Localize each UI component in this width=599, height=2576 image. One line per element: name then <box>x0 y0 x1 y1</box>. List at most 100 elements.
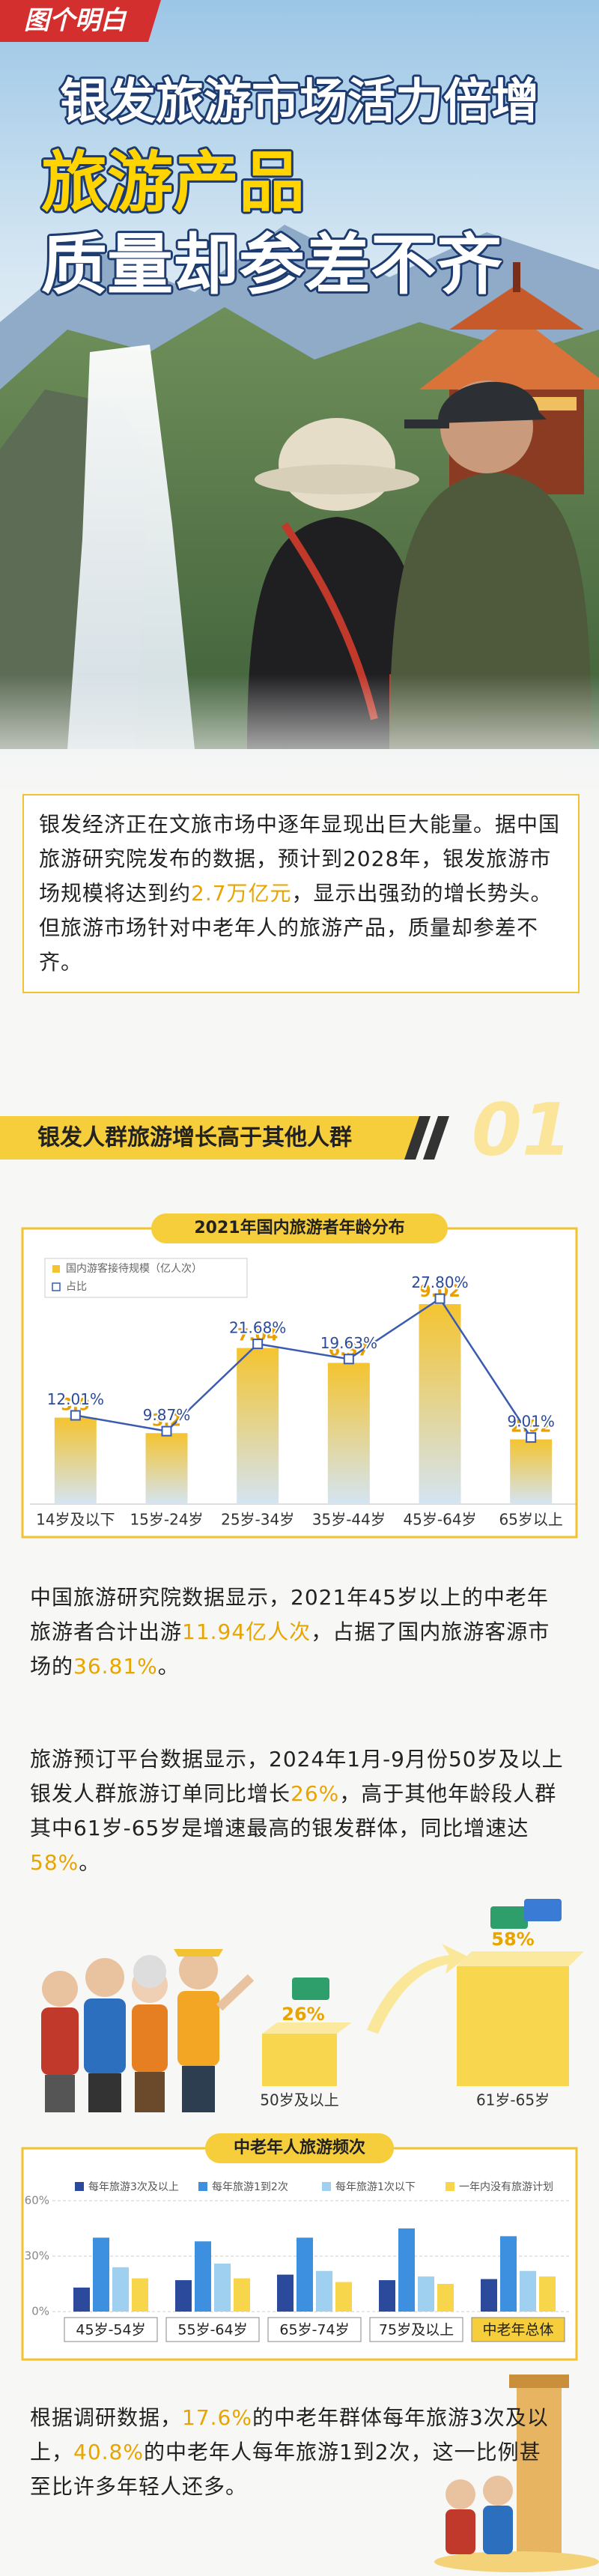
line-value-label: 21.68% <box>229 1319 286 1337</box>
title-line: 银发旅游市场活力倍增 <box>60 75 539 130</box>
comparison-value: 58% <box>491 1929 534 1950</box>
paragraph: 旅游预订平台数据显示，2024年1月-9月份50岁及以上银发人群旅游订单同比增长… <box>30 1742 569 1880</box>
bar <box>418 2276 434 2312</box>
legend-label: 国内游客接待规模（亿人次） <box>66 1262 202 1275</box>
section-number: 01 <box>472 1088 572 1172</box>
banner-stripe <box>423 1116 449 1160</box>
x-tick-label: 14岁及以下 <box>36 1511 115 1529</box>
waterfall <box>67 345 195 749</box>
line-value-label: 19.63% <box>320 1334 377 1352</box>
x-tick-label: 55岁-64岁 <box>177 2322 247 2339</box>
text: 。 <box>79 1850 101 1875</box>
bar <box>539 2276 556 2312</box>
growth-arrow <box>367 1944 468 2034</box>
x-tick-label: 65岁以上 <box>499 1511 562 1529</box>
text: 中国旅游研究院数据显示，2021年45岁以上的中老年旅游者合计出游 <box>30 1585 549 1644</box>
bar <box>316 2270 332 2312</box>
section-title: 银发人群旅游增长高于其他人群 <box>37 1125 352 1151</box>
text: 旅游预订平台数据显示，2024年1月-9月份50岁及以上银发人群旅游订单同比增长 <box>30 1747 564 1806</box>
highlight-text: 40.8% <box>73 2440 144 2464</box>
x-tick-label: 45岁-64岁 <box>403 1511 476 1529</box>
comparison-label: 50岁及以上 <box>260 2091 338 2109</box>
bar <box>419 1304 461 1504</box>
box <box>262 2034 337 2086</box>
text: 的中老年群体每年旅游3次及以上， <box>30 2405 549 2464</box>
banner-stripe <box>404 1116 431 1160</box>
legend-swatch <box>52 1265 60 1273</box>
highlight-text: 58% <box>30 1850 79 1875</box>
category-box <box>267 2317 362 2342</box>
text: 银发经济正在文旅市场中逐年显现出巨大能量。据中国旅游研究院发布的数据，预计到20… <box>39 812 561 906</box>
x-tick-label: 25岁-34岁 <box>221 1511 294 1529</box>
legend-label: 每年旅游3次及以上 <box>88 2181 179 2193</box>
y-tick-label: 30% <box>25 2249 49 2263</box>
card-icon <box>490 1906 528 1929</box>
x-tick-label: 15岁-24岁 <box>130 1511 203 1529</box>
bar <box>481 2279 497 2312</box>
text: 。 <box>157 1654 180 1679</box>
bar <box>54 1417 97 1504</box>
category-box <box>369 2317 463 2342</box>
paragraph: 根据调研数据，17.6%的中老年群体每年旅游3次及以上，40.8%的中老年人每年… <box>30 2401 554 2504</box>
bar <box>73 2287 90 2312</box>
bar <box>398 2228 415 2312</box>
y-tick-label: 60% <box>25 2194 49 2207</box>
legend-frame <box>44 1258 248 1298</box>
card-icon <box>524 1899 562 1921</box>
legend-label: 每年旅游1次以下 <box>335 2181 416 2193</box>
bar <box>437 2284 454 2312</box>
intro-text: 银发经济正在文旅市场中逐年显现出巨大能量。据中国旅游研究院发布的数据，预计到20… <box>22 794 580 993</box>
y-tick-label: 0% <box>31 2305 49 2318</box>
line-value-label: 9.01% <box>507 1413 555 1431</box>
text: ，占据了国内旅游客源市场的 <box>30 1619 550 1679</box>
legend-swatch <box>322 2182 331 2191</box>
x-tick-label: 75岁及以上 <box>379 2322 454 2339</box>
paragraph: 中国旅游研究院数据显示，2021年45岁以上的中老年旅游者合计出游11.94亿人… <box>30 1581 569 1684</box>
bottom-illustration <box>434 2375 599 2572</box>
line-value-label: 9.87% <box>143 1406 191 1424</box>
bar <box>500 2236 517 2312</box>
comparison-value: 26% <box>282 2004 324 2025</box>
text: ，显示出强劲的增长势头。但旅游市场针对中老年人的旅游产品，质量却参差不齐。 <box>39 881 553 975</box>
bar <box>335 2282 352 2312</box>
bar <box>237 1348 279 1504</box>
legend-swatch <box>75 2182 84 2191</box>
legend-swatch <box>446 2182 454 2191</box>
highlight-text: 2.7万亿元 <box>191 881 292 906</box>
legend-label: 每年旅游1到2次 <box>212 2181 288 2193</box>
x-tick-label: 65岁-74岁 <box>279 2322 349 2339</box>
bar <box>195 2241 211 2312</box>
bar <box>327 1363 370 1504</box>
bar <box>214 2263 231 2312</box>
bar <box>234 2278 250 2312</box>
line-marker <box>161 1425 172 1437</box>
highlight-text: 17.6% <box>182 2405 252 2430</box>
highlight-text: 26% <box>291 1781 340 1806</box>
bar <box>379 2280 395 2312</box>
x-tick-label: 中老年总体 <box>482 2322 553 2339</box>
chart-title: 中老年人旅游频次 <box>234 2138 365 2157</box>
bar <box>520 2270 536 2312</box>
people-illustration <box>41 1949 255 2112</box>
bar <box>145 1433 188 1504</box>
bar <box>175 2280 192 2312</box>
box-top <box>457 1951 584 1966</box>
chart-title: 2021年国内旅游者年龄分布 <box>194 1218 404 1237</box>
section-banner <box>0 1116 431 1160</box>
line-marker <box>70 1410 81 1421</box>
logo: 图个明白 <box>24 6 127 36</box>
category-box <box>165 2317 260 2342</box>
bar <box>132 2278 148 2312</box>
line-marker <box>434 1293 446 1304</box>
text: 根据调研数据， <box>30 2405 183 2430</box>
line <box>75 1297 532 1438</box>
bar <box>112 2267 129 2312</box>
text: ，高于其他年龄段人群其中61岁-65岁是增速最高的银发群体，同比增速达 <box>30 1781 557 1840</box>
x-tick-label: 35岁-44岁 <box>312 1511 386 1529</box>
header-fade <box>0 674 599 794</box>
bar <box>297 2237 313 2312</box>
logo-badge <box>0 0 161 42</box>
bar <box>510 1439 553 1504</box>
